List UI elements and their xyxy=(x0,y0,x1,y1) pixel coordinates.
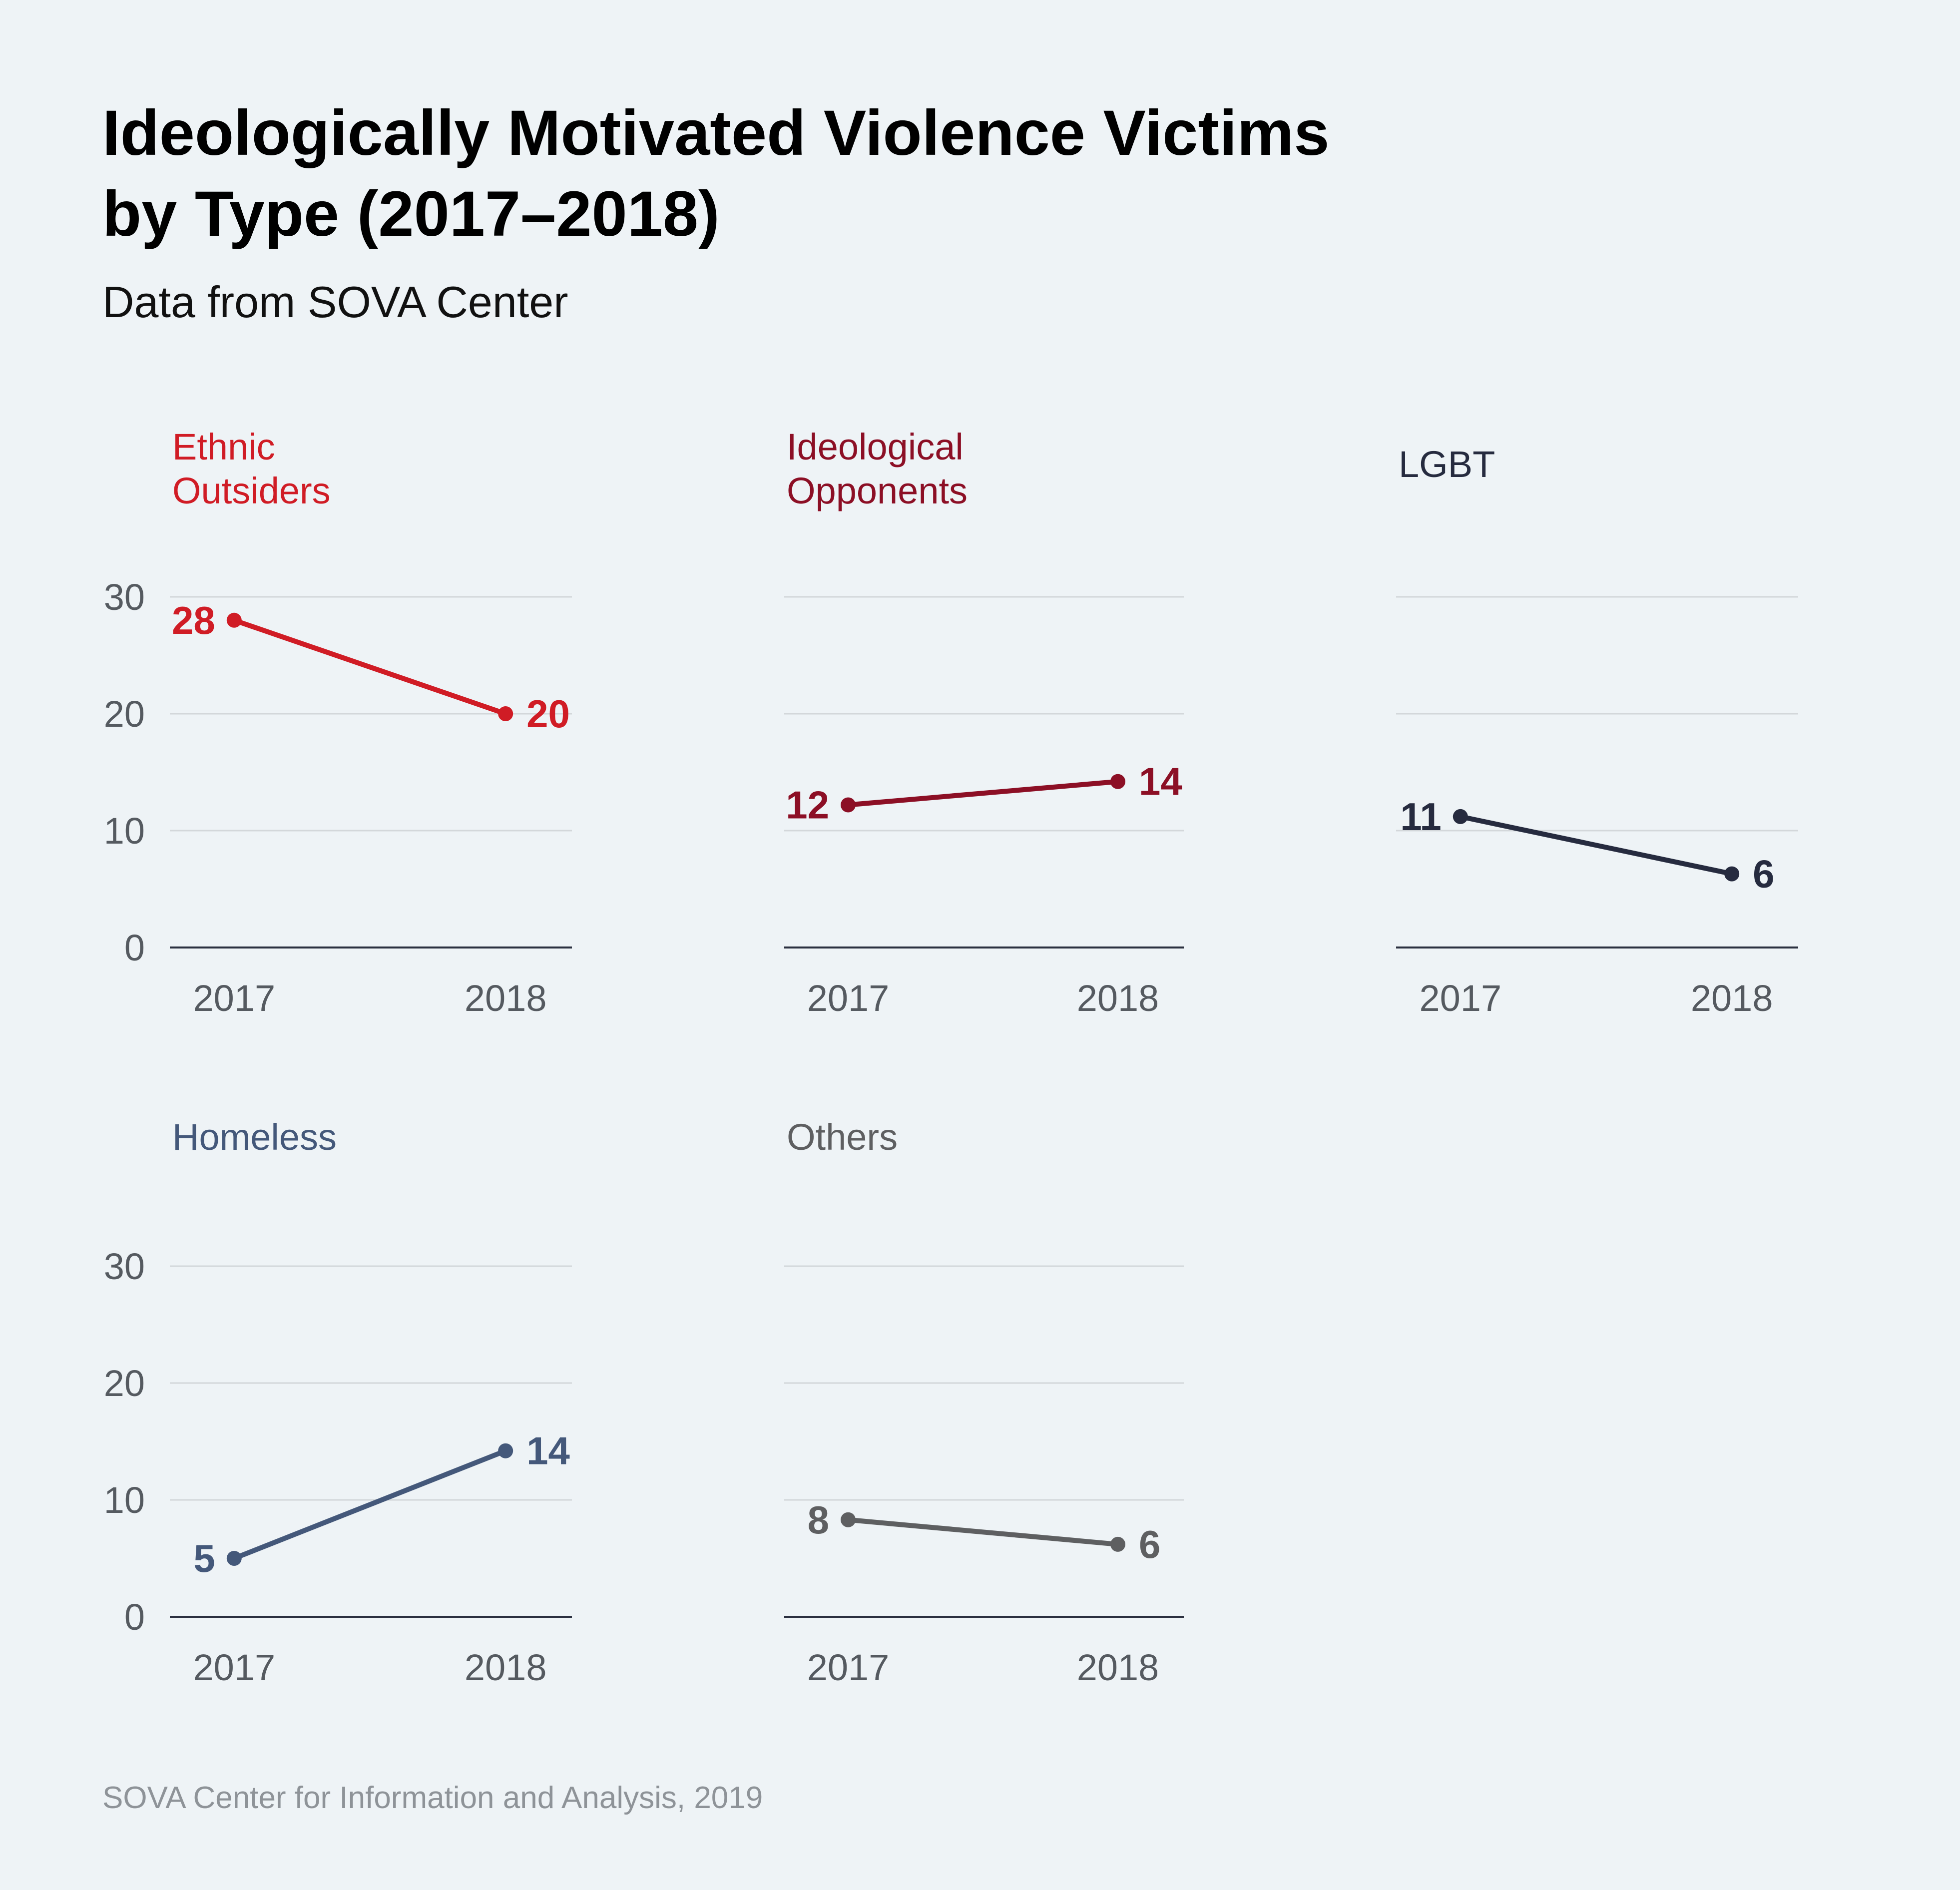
panel-title: Others xyxy=(787,1116,898,1158)
series-line xyxy=(1458,814,1735,877)
y-tick-label: 30 xyxy=(104,1246,145,1287)
data-label: 5 xyxy=(193,1536,215,1580)
series-line xyxy=(231,617,508,716)
data-label: 14 xyxy=(526,1429,570,1473)
series-line xyxy=(231,1448,508,1561)
data-point xyxy=(1453,809,1468,824)
y-tick-label: 30 xyxy=(104,576,145,618)
x-tick-label: 2017 xyxy=(193,977,275,1019)
data-point xyxy=(841,797,856,813)
x-tick-label: 2018 xyxy=(1077,977,1159,1019)
data-label: 20 xyxy=(526,692,570,736)
y-tick-label: 10 xyxy=(104,1479,145,1521)
x-tick-label: 2017 xyxy=(807,1647,890,1688)
chart-subtitle: Data from SOVA Center xyxy=(102,277,568,327)
chart-title-line-2: by Type (2017–2018) xyxy=(102,178,720,250)
x-tick-label: 2018 xyxy=(465,1647,547,1688)
x-tick-label: 2017 xyxy=(193,1647,275,1688)
data-point xyxy=(226,1551,242,1566)
y-tick-label: 20 xyxy=(104,693,145,735)
panel-title: LGBT xyxy=(1399,444,1495,485)
data-label: 8 xyxy=(808,1498,829,1542)
x-tick-label: 2017 xyxy=(807,977,890,1019)
data-point xyxy=(1724,866,1740,882)
data-point xyxy=(226,612,242,628)
data-point xyxy=(1110,774,1125,789)
x-tick-label: 2018 xyxy=(1077,1647,1159,1688)
panel-4: Others 2017 2018 8 6 xyxy=(784,1116,1184,1688)
y-tick-label: 20 xyxy=(104,1363,145,1404)
panel-title: Ethnic xyxy=(172,426,275,468)
y-tick-label: 10 xyxy=(104,810,145,852)
chart-title-line-1: Ideologically Motivated Violence Victims xyxy=(102,97,1330,169)
panel-title: Opponents xyxy=(787,470,968,511)
x-tick-label: 2018 xyxy=(465,977,547,1019)
data-label: 6 xyxy=(1139,1522,1160,1566)
data-point xyxy=(1110,1536,1125,1552)
data-label: 6 xyxy=(1753,852,1774,896)
data-label: 28 xyxy=(172,598,215,642)
panel-title: Homeless xyxy=(172,1116,337,1158)
data-label: 11 xyxy=(1400,795,1441,839)
panel-title: Ideological xyxy=(787,426,964,468)
data-point xyxy=(498,706,513,721)
x-tick-label: 2018 xyxy=(1691,977,1773,1019)
panel-title: Outsiders xyxy=(172,470,331,511)
y-tick-label: 0 xyxy=(124,1596,145,1638)
data-point xyxy=(498,1443,513,1458)
data-label: 14 xyxy=(1139,760,1182,804)
y-tick-label: 0 xyxy=(124,927,145,968)
x-tick-label: 2017 xyxy=(1419,977,1501,1019)
panel-3: Homeless 0 10 20 30 2017 2018 5 14 xyxy=(104,1116,572,1688)
series-line xyxy=(846,779,1120,808)
panel-2: LGBT 2017 2018 11 6 xyxy=(1396,444,1798,1019)
series-line xyxy=(846,1517,1120,1547)
source-note: SOVA Center for Information and Analysis… xyxy=(102,1781,763,1815)
data-point xyxy=(841,1512,856,1527)
data-label: 12 xyxy=(786,783,829,827)
